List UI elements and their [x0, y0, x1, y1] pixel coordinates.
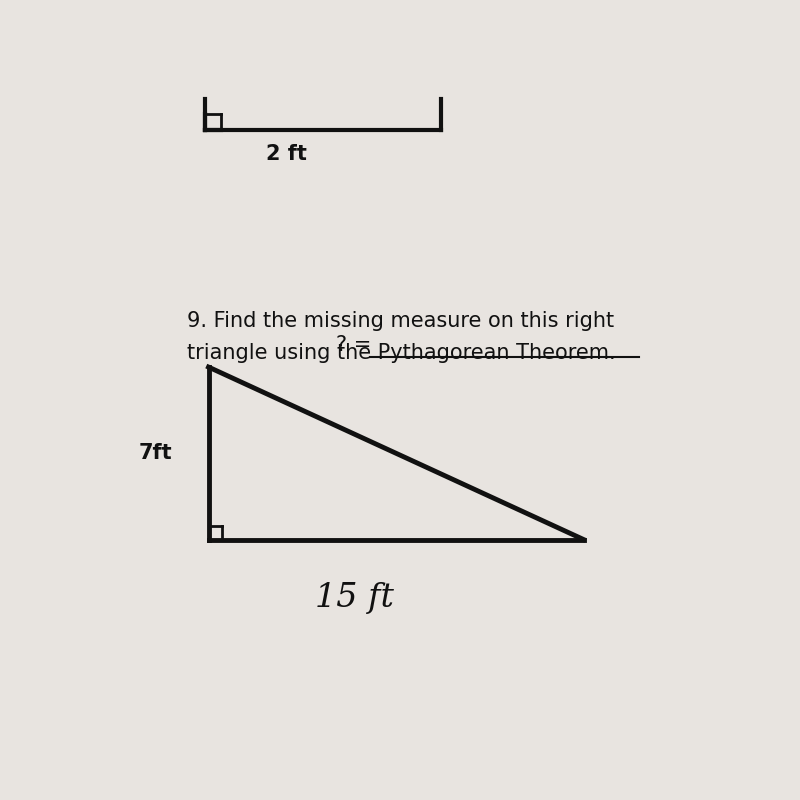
Text: triangle using the Pythagorean Theorem.: triangle using the Pythagorean Theorem. — [187, 343, 615, 363]
Text: 2 ft: 2 ft — [266, 144, 306, 164]
Text: ? =: ? = — [336, 335, 378, 355]
Text: 7ft: 7ft — [139, 443, 173, 463]
Text: 15 ft: 15 ft — [314, 582, 394, 614]
Text: 9. Find the missing measure on this right: 9. Find the missing measure on this righ… — [187, 311, 614, 331]
